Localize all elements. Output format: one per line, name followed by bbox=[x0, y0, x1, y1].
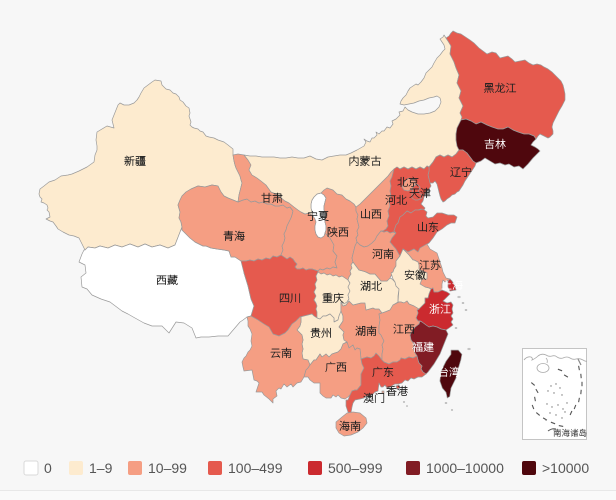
svg-text:1–9: 1–9 bbox=[89, 460, 113, 476]
svg-text:100–499: 100–499 bbox=[228, 460, 283, 476]
svg-text:10–99: 10–99 bbox=[148, 460, 187, 476]
svg-text:0: 0 bbox=[44, 460, 52, 476]
svg-text:500–999: 500–999 bbox=[328, 460, 383, 476]
svg-text:1000–10000: 1000–10000 bbox=[426, 460, 504, 476]
svg-text:>10000: >10000 bbox=[542, 460, 589, 476]
